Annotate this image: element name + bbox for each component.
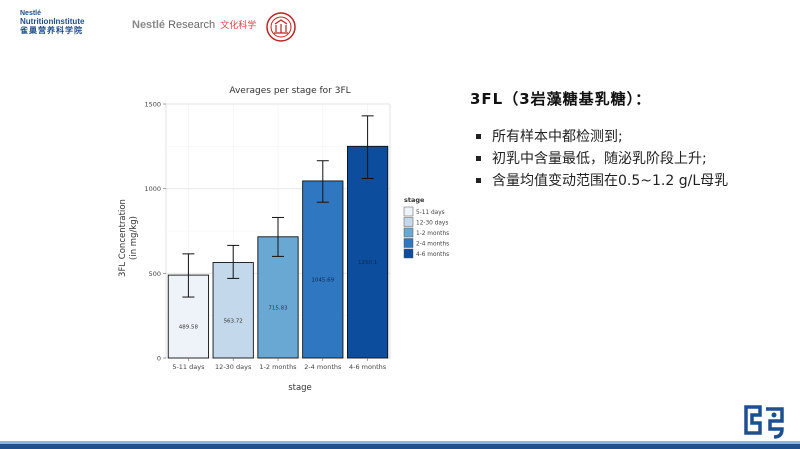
bar <box>302 180 344 359</box>
x-tick-label: 1-2 months <box>259 363 297 371</box>
university-seal-icon <box>266 12 296 42</box>
legend-label: 12-30 days <box>416 221 448 227</box>
legend-title: stage <box>404 196 425 204</box>
chart-canvas: 0 500 1000 1500 489.58 5-11 days 563.72 12-30 d… <box>144 101 449 372</box>
data-label: 563.72 <box>224 318 243 324</box>
x-tick-label: 4-6 months <box>349 363 387 371</box>
legend-swatch <box>403 238 414 248</box>
y-axis-label-line: 3FL Concentration <box>118 199 128 277</box>
y-axis-label-line: (in mg/kg) <box>129 216 139 260</box>
x-axis-label: stage <box>288 383 312 393</box>
x-tick-label: 5-11 days <box>172 363 205 371</box>
y-tick-label: 0 <box>157 355 161 363</box>
footer-bar <box>0 441 800 449</box>
y-axis-label: 3FL Concentration (in mg/kg) <box>118 178 140 298</box>
nni-line3: 雀巢营养科学院 <box>20 26 83 35</box>
legend-swatch <box>403 227 414 238</box>
brand-mark-icon <box>744 405 784 439</box>
nni-line1: Nestlé <box>20 10 42 17</box>
y-tick-label: 1500 <box>144 101 161 109</box>
data-label: 489.58 <box>179 325 199 331</box>
nestle-research-logo: Nestlé Research 文化科学 <box>132 18 256 31</box>
data-label: 1045.69 <box>311 277 334 283</box>
legend-label: 4-6 months <box>416 252 449 258</box>
nestle-nutrition-institute-logo: Nestlé NutritionInstitute 雀巢营养科学院 <box>20 10 120 36</box>
legend-swatch <box>403 206 414 217</box>
data-label: 715.83 <box>268 305 288 311</box>
legend-label: 2-4 months <box>416 242 449 248</box>
text-panel: 3FL（3岩藻糖基乳糖）： 所有样本中都检测到; 初乳中含量最低，随泌乳阶段上升… <box>470 88 770 193</box>
bar-chart: Averages per stage for 3FL 3FL Concentra… <box>110 78 470 398</box>
data-label: 1250.1 <box>358 260 377 266</box>
x-tick-label: 12-30 days <box>215 363 252 371</box>
nestle-research-tagline: 文化科学 <box>220 20 257 30</box>
legend-label: 1-2 months <box>416 231 449 237</box>
bullet-item: 含量均值变动范围在0.5~1.2 g/L母乳 <box>470 171 770 191</box>
y-tick-label: 1000 <box>144 185 161 193</box>
nestle-research-word: Research <box>168 19 216 31</box>
bullet-item: 所有样本中都检测到; <box>470 127 770 147</box>
legend-swatch <box>403 217 414 227</box>
legend-swatch <box>403 248 414 259</box>
bar <box>257 236 299 359</box>
chart-title: Averages per stage for 3FL <box>229 86 351 96</box>
legend-label: 5-11 days <box>416 210 445 216</box>
bullet-item: 初乳中含量最低，随泌乳阶段上升; <box>470 149 770 169</box>
y-tick-label: 500 <box>149 270 161 278</box>
nni-line2: NutritionInstitute <box>20 17 85 26</box>
slide-heading: 3FL（3岩藻糖基乳糖）： <box>470 90 652 108</box>
x-tick-label: 2-4 months <box>304 363 342 371</box>
header-logos: Nestlé NutritionInstitute 雀巢营养科学院 Nestlé… <box>14 8 314 44</box>
nestle-research-brand: Nestlé <box>132 19 166 31</box>
bullet-list: 所有样本中都检测到; 初乳中含量最低，随泌乳阶段上升; 含量均值变动范围在0.5… <box>470 127 770 191</box>
bar <box>346 145 389 359</box>
